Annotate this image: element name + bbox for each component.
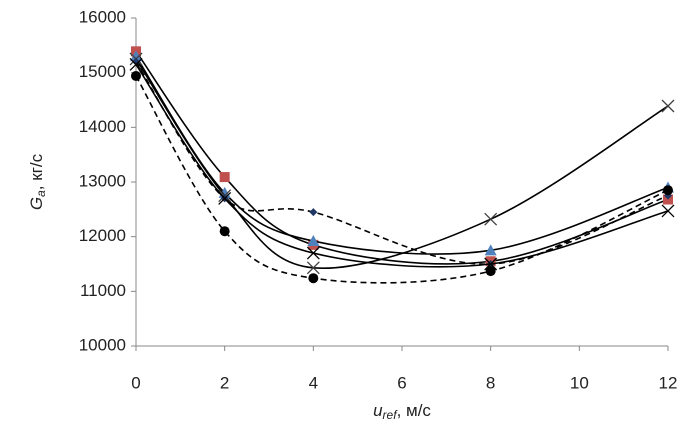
x-tick-label: 2 — [220, 373, 229, 392]
series-line — [135, 50, 669, 265]
series-line — [135, 75, 669, 284]
marker — [218, 191, 232, 205]
marker — [484, 244, 497, 256]
axis-label-unit: , кг/с — [27, 153, 46, 190]
y-tick-label: 10000 — [79, 335, 126, 354]
series-line — [135, 61, 669, 265]
x-tick-label: 4 — [309, 373, 318, 392]
axis-label-main: G — [27, 197, 46, 210]
y-tick-label: 14000 — [79, 117, 126, 136]
axis-label-sub: a — [34, 190, 48, 197]
marker — [663, 185, 673, 196]
series-line — [135, 58, 669, 270]
x-axis-label: uref, м/с — [373, 401, 431, 422]
series-line — [135, 64, 669, 268]
marker — [130, 50, 142, 62]
axis-label-unit: , м/с — [397, 401, 432, 420]
marker — [484, 212, 498, 226]
marker — [309, 208, 318, 217]
x-tick-label: 8 — [486, 373, 495, 392]
marker — [129, 58, 143, 71]
marker — [132, 57, 140, 66]
marker — [131, 70, 141, 81]
y-tick-label: 15000 — [79, 62, 126, 81]
x-tick-label: 0 — [131, 373, 140, 392]
y-tick-label: 12000 — [79, 226, 126, 245]
series-line — [135, 55, 669, 255]
marker — [307, 235, 320, 247]
y-tick-label: 13000 — [79, 171, 126, 190]
x-tick-label: 12 — [659, 373, 678, 392]
y-tick-label: 11000 — [80, 281, 126, 300]
y-axis-label: Ga, кг/с — [27, 153, 48, 210]
marker — [306, 261, 320, 275]
marker — [306, 246, 320, 260]
marker — [661, 99, 675, 113]
axis-label-main: u — [373, 401, 383, 420]
x-tick-label: 10 — [570, 373, 589, 392]
marker — [219, 226, 230, 237]
axis-label-sub: ref — [383, 408, 399, 422]
marker — [219, 172, 230, 183]
marker — [308, 273, 319, 284]
marker — [484, 257, 498, 271]
marker — [485, 266, 496, 277]
x-tick-label: 6 — [397, 373, 406, 392]
y-tick-label: 16000 — [79, 7, 126, 26]
marker — [661, 204, 675, 218]
